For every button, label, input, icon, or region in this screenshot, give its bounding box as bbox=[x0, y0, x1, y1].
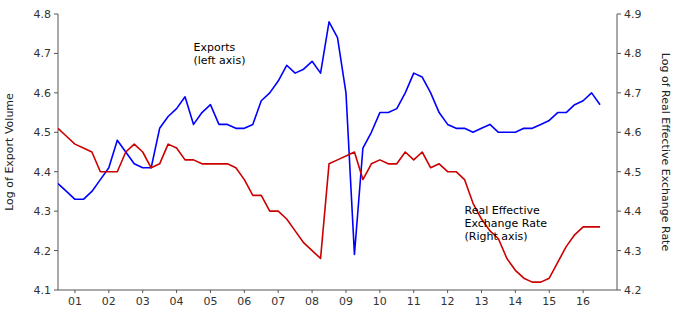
y-tick bbox=[54, 290, 58, 291]
annotation-line: (left axis) bbox=[194, 54, 246, 67]
y-axis-line bbox=[58, 14, 59, 290]
y2-tick bbox=[617, 250, 621, 251]
y2-tick-label: 4.7 bbox=[624, 87, 642, 100]
y-tick bbox=[54, 132, 58, 133]
x-tick bbox=[74, 290, 75, 293]
y2-tick bbox=[617, 92, 621, 93]
x-tick bbox=[278, 290, 279, 293]
x-tick bbox=[481, 290, 482, 293]
annotation-line: (Right axis) bbox=[465, 230, 528, 243]
x-tick-label: 16 bbox=[576, 295, 590, 308]
y2-tick bbox=[617, 14, 621, 15]
y-tick bbox=[54, 14, 58, 15]
y2-tick-label: 4.4 bbox=[624, 205, 642, 218]
y-tick-label: 4.6 bbox=[34, 87, 52, 100]
y-tick-label: 4.4 bbox=[34, 166, 52, 179]
x-tick-label: 08 bbox=[305, 295, 319, 308]
y-tick-label: 4.1 bbox=[34, 284, 52, 297]
y-axis-label: Log of Export Volume bbox=[3, 93, 16, 211]
y2-tick bbox=[617, 53, 621, 54]
x-tick bbox=[447, 290, 448, 293]
x-tick bbox=[345, 290, 346, 293]
x-tick bbox=[549, 290, 550, 293]
annotation: Exports(left axis) bbox=[194, 41, 246, 67]
y-tick-label: 4.5 bbox=[34, 126, 52, 139]
x-tick bbox=[244, 290, 245, 293]
y2-tick bbox=[617, 290, 621, 291]
y2-tick bbox=[617, 171, 621, 172]
y2-axis-label: Log of Real Effective Exchange Rate bbox=[659, 53, 672, 252]
x-tick-label: 06 bbox=[237, 295, 251, 308]
y-tick-label: 4.3 bbox=[34, 205, 52, 218]
y2-tick-label: 4.3 bbox=[624, 245, 642, 258]
y2-tick-label: 4.2 bbox=[624, 284, 642, 297]
y-tick bbox=[54, 53, 58, 54]
y2-tick bbox=[617, 132, 621, 133]
x-tick bbox=[515, 290, 516, 293]
y-tick bbox=[54, 171, 58, 172]
x-tick-label: 13 bbox=[474, 295, 488, 308]
x-tick-label: 09 bbox=[339, 295, 353, 308]
x-tick-label: 03 bbox=[136, 295, 150, 308]
y2-tick-label: 4.5 bbox=[624, 166, 642, 179]
y-tick bbox=[54, 250, 58, 251]
x-tick-label: 11 bbox=[407, 295, 421, 308]
y-tick-label: 4.8 bbox=[34, 8, 52, 21]
x-tick-label: 15 bbox=[542, 295, 556, 308]
x-tick-label: 04 bbox=[170, 295, 184, 308]
y-tick-label: 4.2 bbox=[34, 245, 52, 258]
x-tick-label: 07 bbox=[271, 295, 285, 308]
x-tick-label: 10 bbox=[373, 295, 387, 308]
y-tick-label: 4.7 bbox=[34, 47, 52, 60]
y-tick bbox=[54, 211, 58, 212]
x-tick bbox=[583, 290, 584, 293]
annotation-line: Exchange Rate bbox=[465, 217, 548, 230]
y2-tick-label: 4.6 bbox=[624, 126, 642, 139]
series-line bbox=[58, 128, 600, 282]
annotation-line: Exports bbox=[194, 41, 236, 54]
x-tick-label: 14 bbox=[508, 295, 522, 308]
annotation: Real EffectiveExchange Rate(Right axis) bbox=[465, 204, 548, 243]
x-tick bbox=[142, 290, 143, 293]
x-tick bbox=[108, 290, 109, 293]
y2-tick-label: 4.8 bbox=[624, 47, 642, 60]
x-tick bbox=[210, 290, 211, 293]
y-tick bbox=[54, 92, 58, 93]
x-tick bbox=[379, 290, 380, 293]
x-tick-label: 05 bbox=[203, 295, 217, 308]
chart: 01 02 03 04 05 06 07 08 09 10 11 12 13 14 15 16 4.1 4.2 4.… bbox=[0, 0, 675, 319]
y2-axis-line bbox=[617, 14, 618, 290]
y2-tick-label: 4.9 bbox=[624, 8, 642, 21]
plot-area bbox=[58, 22, 600, 282]
series-line bbox=[58, 22, 600, 255]
y2-tick bbox=[617, 211, 621, 212]
x-tick-label: 02 bbox=[102, 295, 116, 308]
x-tick-label: 01 bbox=[68, 295, 82, 308]
x-tick-label: 12 bbox=[441, 295, 455, 308]
x-axis-line bbox=[58, 290, 617, 291]
x-tick bbox=[176, 290, 177, 293]
annotation-line: Real Effective bbox=[465, 204, 540, 217]
x-tick bbox=[312, 290, 313, 293]
x-tick bbox=[413, 290, 414, 293]
